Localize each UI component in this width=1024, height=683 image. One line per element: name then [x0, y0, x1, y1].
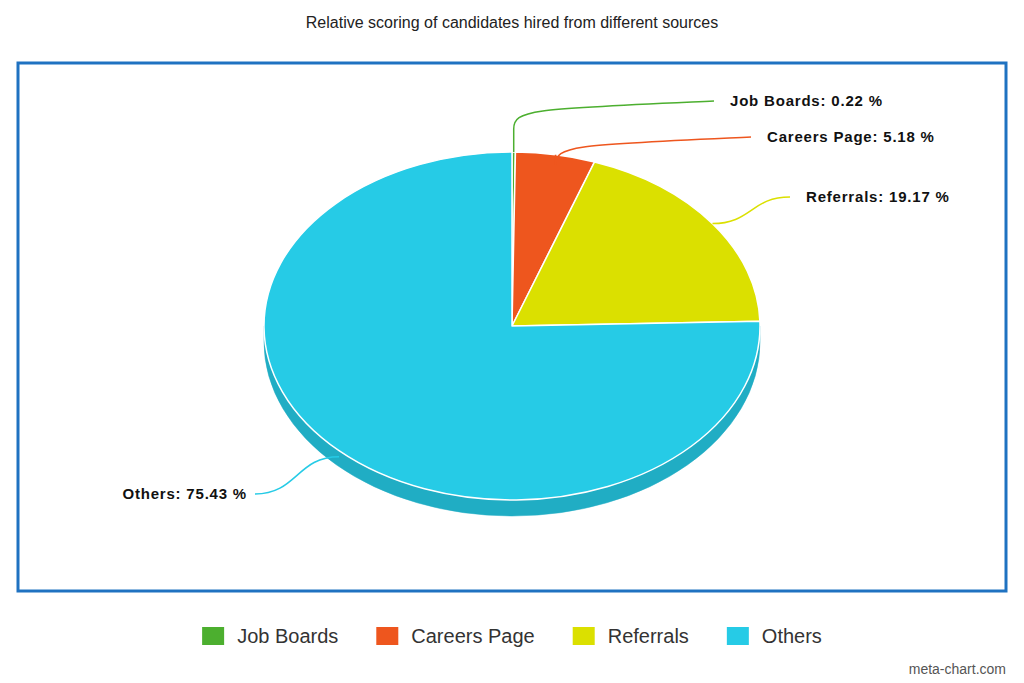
- data-label: Careers Page: 5.18 %: [767, 128, 935, 145]
- data-label: Job Boards: 0.22 %: [730, 92, 883, 109]
- plot-frame: [18, 63, 1006, 591]
- leader-line: [556, 137, 751, 165]
- legend-swatch: [727, 627, 749, 645]
- leader-line: [255, 457, 339, 494]
- legend-label: Referrals: [608, 625, 689, 647]
- leader-line: [712, 197, 790, 224]
- pie: [264, 152, 760, 516]
- watermark: meta-chart.com: [909, 661, 1006, 677]
- title: Relative scoring of candidates hired fro…: [306, 14, 718, 31]
- legend-label: Careers Page: [411, 625, 534, 647]
- legend-swatch: [573, 627, 595, 645]
- chart: Relative scoring of candidates hired fro…: [0, 0, 1024, 683]
- legend-swatch: [202, 627, 224, 645]
- legend-swatch: [376, 627, 398, 645]
- pie-slice: [512, 162, 760, 326]
- pie-slice: [264, 152, 760, 500]
- legend: Job Boards Careers Page Referrals Others: [202, 625, 822, 647]
- legend-label: Others: [762, 625, 822, 647]
- legend-label: Job Boards: [237, 625, 338, 647]
- data-label: Referrals: 19.17 %: [806, 188, 950, 205]
- data-label: Others: 75.43 %: [122, 485, 247, 502]
